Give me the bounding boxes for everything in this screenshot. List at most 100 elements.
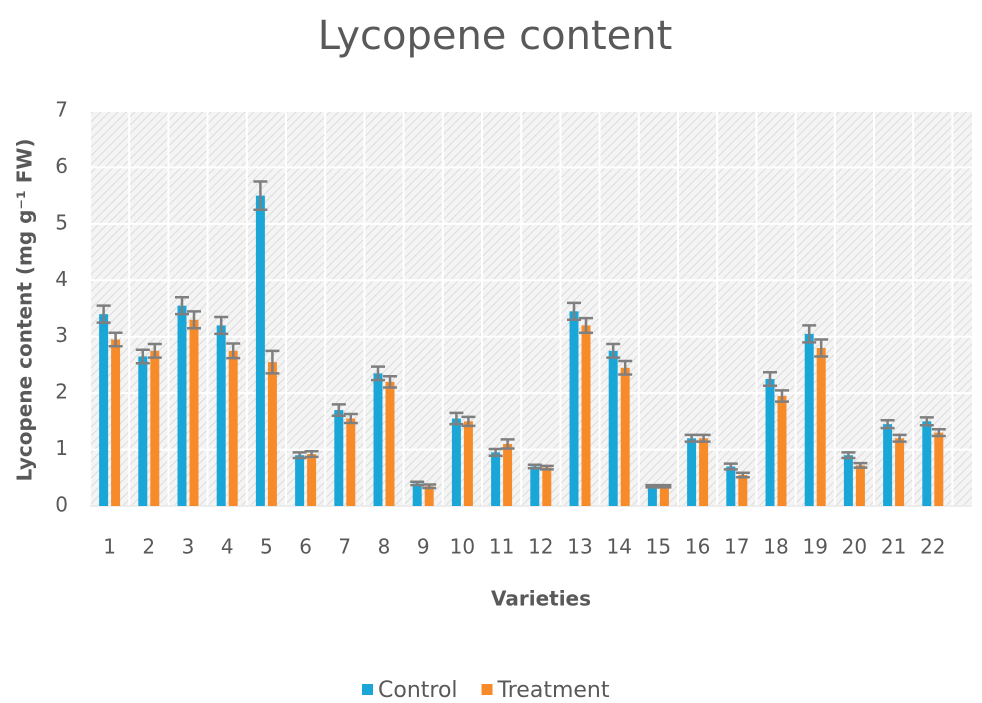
error-bar <box>371 365 385 382</box>
error-bar <box>96 304 111 324</box>
bar <box>307 454 317 506</box>
bar <box>346 418 356 506</box>
error-bar <box>253 180 268 211</box>
bar <box>883 424 893 506</box>
bar <box>934 432 944 506</box>
bar <box>177 305 187 506</box>
bar <box>777 395 787 506</box>
error-bar <box>292 451 307 460</box>
chart-title: Lycopene content <box>318 13 673 59</box>
error-bar <box>527 463 542 470</box>
bar <box>542 467 552 506</box>
x-tick-label: 21 <box>881 535 906 559</box>
error-bar <box>422 483 437 490</box>
bar <box>228 350 238 506</box>
bar <box>895 438 905 506</box>
y-tick-label: 1 <box>55 436 68 460</box>
error-bar <box>763 371 777 388</box>
bar <box>738 474 748 506</box>
bar <box>581 325 591 506</box>
bar <box>99 314 109 506</box>
bar <box>804 333 814 506</box>
bar <box>150 350 160 506</box>
error-bar <box>892 433 907 443</box>
error-bar <box>108 331 123 348</box>
bar <box>295 455 305 506</box>
error-bar <box>175 295 189 316</box>
error-bar <box>214 315 229 336</box>
bar <box>503 443 513 506</box>
error-bar <box>880 418 895 430</box>
bar <box>255 195 265 506</box>
bar <box>765 379 775 506</box>
bar <box>699 438 709 506</box>
error-bar <box>919 416 934 427</box>
error-bar <box>410 480 425 487</box>
error-bar <box>606 342 621 359</box>
error-bar <box>841 451 856 460</box>
error-bar <box>343 412 358 425</box>
bar <box>659 486 669 506</box>
error-bar <box>618 359 633 376</box>
error-bar <box>657 483 672 489</box>
x-tick-label: 4 <box>221 535 234 559</box>
legend-label: Treatment <box>497 678 610 703</box>
bar <box>111 339 121 506</box>
legend-swatch <box>481 684 493 695</box>
x-tick-label: 5 <box>260 535 273 559</box>
y-tick-label: 7 <box>55 98 68 122</box>
x-tick-label: 13 <box>567 535 592 559</box>
error-bar <box>579 316 593 335</box>
error-bar <box>147 342 162 359</box>
error-bar <box>684 433 699 443</box>
bar <box>412 483 422 506</box>
error-bar <box>226 342 241 360</box>
bar <box>530 466 540 506</box>
bar <box>687 438 697 506</box>
error-bar <box>539 464 554 471</box>
x-tick-label: 17 <box>724 535 749 559</box>
y-tick-label: 6 <box>55 154 68 178</box>
x-tick-label: 2 <box>142 535 155 559</box>
bar <box>620 367 630 506</box>
error-bar <box>383 374 397 389</box>
bar <box>385 381 395 506</box>
bar <box>608 350 618 506</box>
bar <box>463 421 473 506</box>
error-bar <box>931 428 946 438</box>
error-bar <box>449 411 464 426</box>
error-bar <box>331 403 346 417</box>
error-bar <box>461 415 476 428</box>
x-tick-label: 14 <box>606 535 631 559</box>
x-axis-label: Varieties <box>491 587 591 611</box>
bar <box>855 465 865 506</box>
x-tick-label: 3 <box>182 535 195 559</box>
x-tick-label: 8 <box>378 535 391 559</box>
bar <box>816 348 826 506</box>
x-tick-label: 11 <box>489 535 514 559</box>
legend-swatch <box>362 684 373 695</box>
bar <box>569 311 579 506</box>
bar <box>922 421 932 506</box>
x-tick-label: 7 <box>338 535 351 559</box>
error-bar <box>735 471 750 479</box>
x-tick-label: 15 <box>646 535 671 559</box>
bar <box>491 452 501 506</box>
legend-label: Control <box>378 678 458 703</box>
x-tick-label: 10 <box>450 535 475 559</box>
y-tick-label: 2 <box>55 380 68 404</box>
y-tick-label: 4 <box>55 267 68 291</box>
x-tick-label: 18 <box>763 535 788 559</box>
bar <box>189 319 199 506</box>
error-bar <box>853 461 868 469</box>
error-bar <box>802 324 817 344</box>
error-bar <box>500 438 515 450</box>
bar <box>138 356 148 506</box>
y-tick-label: 0 <box>55 493 68 517</box>
bar <box>647 486 657 506</box>
error-bar <box>135 348 150 365</box>
error-bar <box>645 483 660 489</box>
bar <box>373 373 383 506</box>
bar <box>726 466 736 506</box>
